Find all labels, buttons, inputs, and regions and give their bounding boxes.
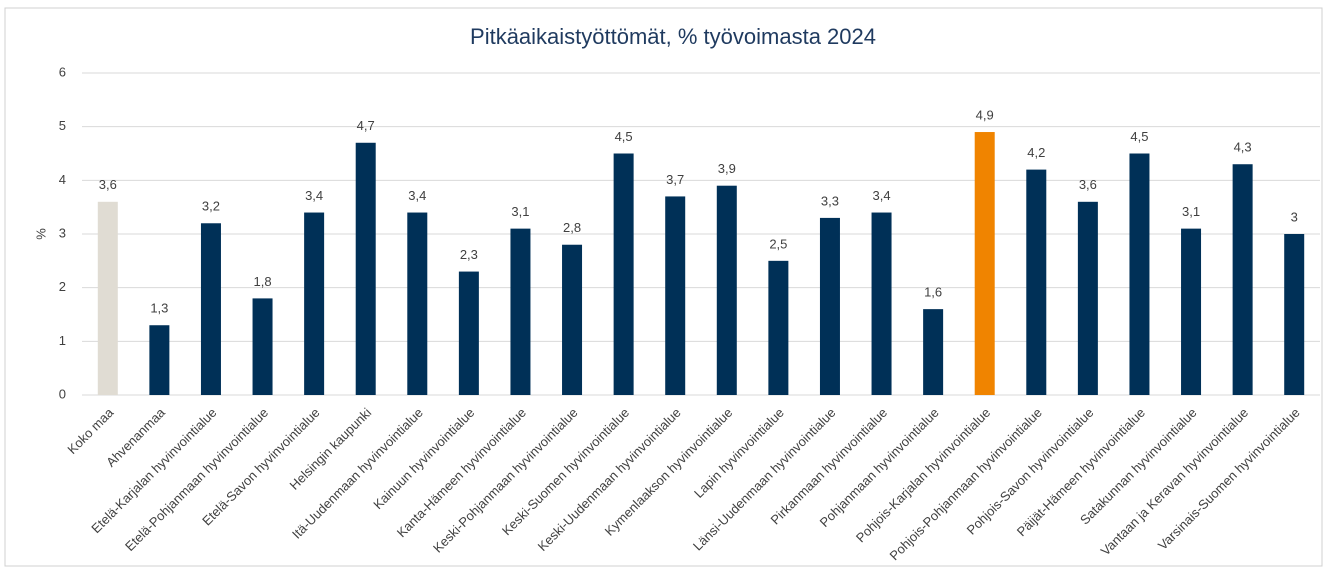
data-label: 2,8 xyxy=(563,220,581,235)
y-tick-label: 3 xyxy=(59,225,66,240)
data-label: 4,2 xyxy=(1027,145,1045,160)
bar xyxy=(510,228,531,395)
data-label: 3,1 xyxy=(511,204,529,219)
data-label: 2,3 xyxy=(460,247,478,262)
bar xyxy=(716,185,737,395)
bar xyxy=(613,153,634,395)
data-label: 3,3 xyxy=(821,193,839,208)
y-tick-label: 1 xyxy=(59,333,66,348)
y-axis-label: % xyxy=(33,228,48,240)
bar xyxy=(252,298,273,395)
y-tick-label: 5 xyxy=(59,118,66,133)
bar xyxy=(562,244,583,395)
data-label: 4,3 xyxy=(1234,140,1252,155)
data-label: 4,5 xyxy=(1130,129,1148,144)
bar xyxy=(1026,169,1047,395)
bar xyxy=(407,212,428,395)
data-label: 3,9 xyxy=(718,161,736,176)
data-label: 2,5 xyxy=(769,236,787,251)
bar xyxy=(355,142,376,395)
bar xyxy=(819,217,840,395)
bar xyxy=(304,212,325,395)
bar xyxy=(1077,201,1098,395)
bar xyxy=(665,196,686,395)
bar xyxy=(149,325,170,395)
y-tick-label: 4 xyxy=(59,172,66,187)
data-label: 3,2 xyxy=(202,199,220,214)
y-tick-label: 6 xyxy=(59,64,66,79)
bar xyxy=(200,223,221,395)
data-label: 3,7 xyxy=(666,172,684,187)
data-label: 1,3 xyxy=(150,301,168,316)
bar xyxy=(768,260,789,395)
bar xyxy=(871,212,892,395)
bar xyxy=(1181,228,1202,395)
data-label: 3,4 xyxy=(408,188,426,203)
data-label: 3,4 xyxy=(873,188,891,203)
bar xyxy=(923,309,944,395)
data-label: 3,1 xyxy=(1182,204,1200,219)
bar xyxy=(1129,153,1150,395)
data-label: 3,4 xyxy=(305,188,323,203)
y-tick-label: 2 xyxy=(59,279,66,294)
data-label: 1,6 xyxy=(924,285,942,300)
data-label: 3,6 xyxy=(99,177,117,192)
bar xyxy=(1232,164,1253,395)
data-label: 4,9 xyxy=(976,107,994,122)
data-label: 4,5 xyxy=(615,129,633,144)
bar xyxy=(458,271,479,395)
data-label: 1,8 xyxy=(254,274,272,289)
data-label: 3,6 xyxy=(1079,177,1097,192)
chart-border xyxy=(4,7,1323,567)
bar xyxy=(97,201,118,395)
bar xyxy=(1284,234,1305,395)
data-label: 4,7 xyxy=(357,118,375,133)
chart-title: Pitkäaikaistyöttömät, % työvoimasta 2024 xyxy=(470,24,876,49)
y-tick-label: 0 xyxy=(59,386,66,401)
bar xyxy=(974,132,995,396)
data-label: 3 xyxy=(1291,209,1298,224)
